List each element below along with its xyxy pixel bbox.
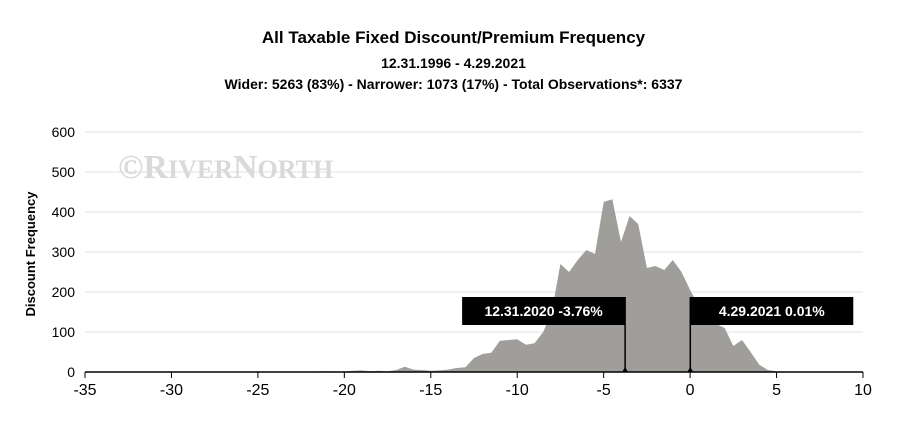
y-tick-label: 600: [52, 124, 76, 140]
annotation-label: 4.29.2021 0.01%: [719, 303, 825, 319]
x-tick-label: -20: [333, 382, 356, 399]
x-tick-label: -15: [419, 382, 442, 399]
gridlines: [85, 131, 863, 333]
annotation-box: [462, 297, 626, 325]
annotations: 12.31.2020 -3.76% 4.29.2021 0.01%: [462, 297, 854, 372]
annotation-box: [690, 297, 854, 325]
annotation-marker: [622, 367, 629, 372]
chart-title: All Taxable Fixed Discount/Premium Frequ…: [261, 28, 646, 47]
annotation-marker: [687, 367, 694, 372]
y-axis-label: Discount Frequency: [23, 191, 38, 317]
y-tick-label: 500: [52, 164, 76, 180]
x-tick-label: -35: [73, 382, 96, 399]
x-tick-label: 5: [772, 382, 781, 399]
x-tick-label: 0: [686, 382, 695, 399]
x-tick-label: -30: [160, 382, 183, 399]
y-tick-label: 100: [52, 324, 76, 340]
x-tick-label: -5: [597, 382, 611, 399]
x-axis-ticks: -35 -30 -25 -20 -15 -10 -5 0 5 10: [73, 372, 872, 399]
watermark-text: ©RIVERNORTH: [118, 149, 333, 186]
chart-summary: Wider: 5263 (83%) - Narrower: 1073 (17%)…: [224, 76, 683, 92]
y-tick-label: 300: [52, 244, 76, 260]
y-tick-label: 0: [67, 364, 75, 380]
x-tick-label: 10: [854, 382, 872, 399]
y-axis-ticks: 0 100 200 300 400 500 600: [52, 124, 76, 380]
y-tick-label: 400: [52, 204, 76, 220]
x-tick-label: -10: [506, 382, 529, 399]
y-tick-label: 200: [52, 284, 76, 300]
annotation-label: 12.31.2020 -3.76%: [484, 303, 603, 319]
frequency-area: [85, 199, 794, 372]
chart-subtitle: 12.31.1996 - 4.29.2021: [381, 55, 526, 71]
x-tick-label: -25: [246, 382, 269, 399]
